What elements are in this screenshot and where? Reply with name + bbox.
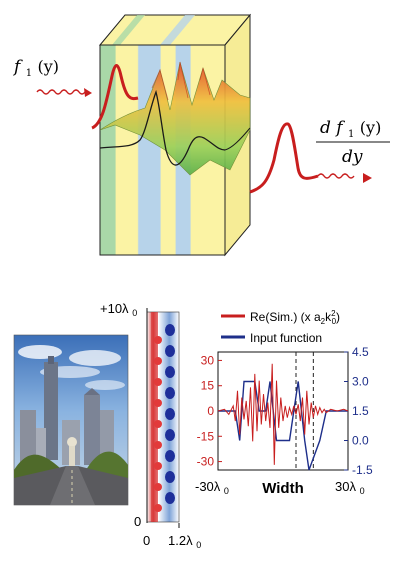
- x-tick-right: 30λ 0: [335, 479, 365, 496]
- numerator-d: d: [320, 118, 331, 138]
- right-tick-label: 3.0: [352, 375, 369, 389]
- strip-blob: [154, 483, 162, 491]
- strip-blob: [154, 504, 162, 512]
- left-tick-label: 30: [201, 353, 215, 367]
- city-photo: [14, 335, 128, 505]
- strip-x-right-main: 1.2λ: [168, 533, 193, 548]
- strip-blob: [165, 429, 175, 441]
- legend-label-sim: Re(Sim.) (x a2k2 0): [250, 309, 340, 326]
- strip-blob: [154, 441, 162, 449]
- x-tick-right-main: 30λ: [335, 479, 356, 494]
- left-tick-label: 0: [207, 404, 214, 418]
- x-tick-left-main: -30λ: [195, 479, 221, 494]
- strip-x-right-label: 1.2λ 0: [168, 533, 201, 550]
- metamaterial-block: [100, 15, 250, 255]
- strip-blob: [165, 450, 175, 462]
- input-label-f: f: [12, 57, 23, 77]
- legend-sim-part0: Re(Sim.) (x a: [250, 310, 321, 324]
- input-wiggle: [37, 90, 85, 94]
- x-tick-right-sub: 0: [360, 486, 365, 496]
- output-wiggle: [318, 174, 354, 178]
- strip-x-right-sub: 0: [196, 540, 201, 550]
- strip-blob: [154, 378, 162, 386]
- strip-blob: [165, 345, 175, 357]
- strip-blob: [165, 471, 175, 483]
- strip-blob: [165, 387, 175, 399]
- legend-sim-part5: ): [336, 310, 340, 324]
- output-label: d f 1 (y) dy: [316, 118, 390, 167]
- numerator-sub: 1: [348, 129, 354, 140]
- strip-blob: [165, 408, 175, 420]
- strip-blob: [165, 324, 175, 336]
- numerator-arg: (y): [360, 118, 382, 137]
- strip-blob: [165, 492, 175, 504]
- strip-blob: [165, 366, 175, 378]
- left-tick-label: 15: [201, 379, 215, 393]
- strip-blob: [154, 462, 162, 470]
- right-tick-label: 1.5: [352, 404, 369, 418]
- left-tick-label: -30: [197, 455, 215, 469]
- x-tick-left-sub: 0: [224, 486, 229, 496]
- strip-top-label: +10λ 0: [100, 301, 137, 318]
- strip-top-label-main: +10λ: [100, 301, 129, 316]
- strip-blob: [154, 336, 162, 344]
- strip-top-label-sub: 0: [132, 308, 137, 318]
- numerator-f: f: [334, 118, 345, 138]
- strip-x-left-label: 0: [143, 533, 150, 548]
- output-label-denominator: dy: [342, 147, 363, 167]
- input-arrowhead: [84, 88, 92, 97]
- legend: Re(Sim.) (x a2k2 0) Input function: [221, 309, 340, 345]
- right-tick-label: 0.0: [352, 434, 369, 448]
- input-label-arg: (y): [37, 57, 59, 76]
- output-arrowhead: [363, 173, 372, 183]
- field-strip: [147, 312, 179, 522]
- input-label-sub: 1: [26, 68, 32, 79]
- left-tick-label: -15: [197, 429, 215, 443]
- strip-blob: [154, 420, 162, 428]
- right-tick-label: 4.5: [352, 345, 369, 359]
- legend-label-input: Input function: [250, 331, 322, 345]
- right-tick-label: -1.5: [352, 463, 373, 477]
- x-axis-label: Width: [262, 480, 304, 497]
- strip-blob: [154, 399, 162, 407]
- output-label-numerator: d f 1 (y): [320, 118, 381, 142]
- output-pulse: [250, 124, 318, 192]
- strip-blob: [154, 357, 162, 365]
- chart: Re(Sim.) (x a2k2 0) Input function 30150-…: [195, 309, 373, 497]
- strip-bottom-label: 0: [134, 514, 141, 529]
- input-label: f 1 (y): [12, 57, 59, 81]
- x-tick-left: -30λ 0: [195, 479, 229, 496]
